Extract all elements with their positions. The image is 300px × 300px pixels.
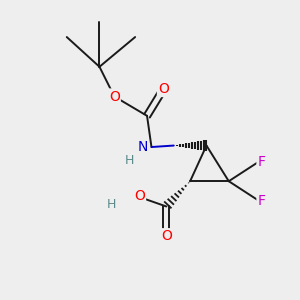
Text: F: F [257,155,266,169]
Text: N: N [137,140,148,154]
Text: O: O [109,89,120,103]
Text: O: O [134,189,145,203]
Text: O: O [158,82,169,96]
Text: H: H [124,154,134,167]
Text: O: O [161,229,172,243]
Text: F: F [257,194,266,208]
Text: H: H [107,199,116,212]
